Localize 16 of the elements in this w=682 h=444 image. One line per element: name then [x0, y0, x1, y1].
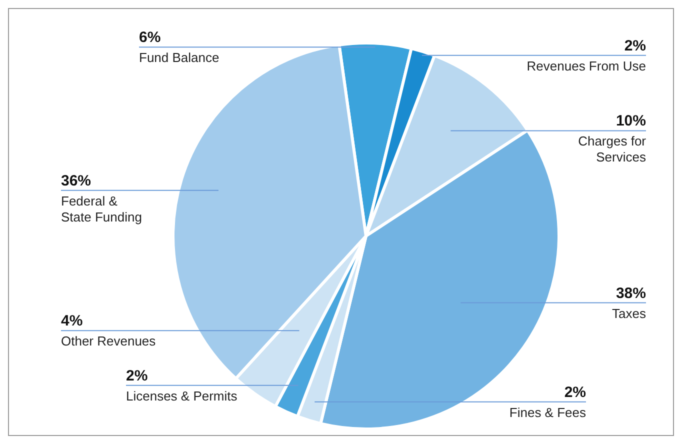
- slice-label: Licenses & Permits: [126, 388, 238, 404]
- data-label: 2%: [126, 367, 148, 384]
- data-label: 2%: [564, 384, 586, 401]
- data-label: 36%: [61, 172, 92, 190]
- slice-label: Taxes: [612, 306, 646, 321]
- data-label: 6%: [139, 29, 161, 46]
- slice-label: Revenues From Use: [526, 58, 646, 74]
- data-label: 38%: [616, 284, 646, 302]
- data-label: 2%: [624, 37, 646, 54]
- data-label: 4%: [61, 312, 83, 330]
- slice-label: Fines & Fees: [509, 404, 586, 420]
- slice-label: Other Revenues: [61, 334, 156, 349]
- data-label: 10%: [616, 112, 646, 130]
- slice-label: Fund Balance: [139, 50, 220, 66]
- slice-label: Charges for Services: [578, 134, 647, 165]
- slice-label: Federal & State Funding: [61, 193, 142, 224]
